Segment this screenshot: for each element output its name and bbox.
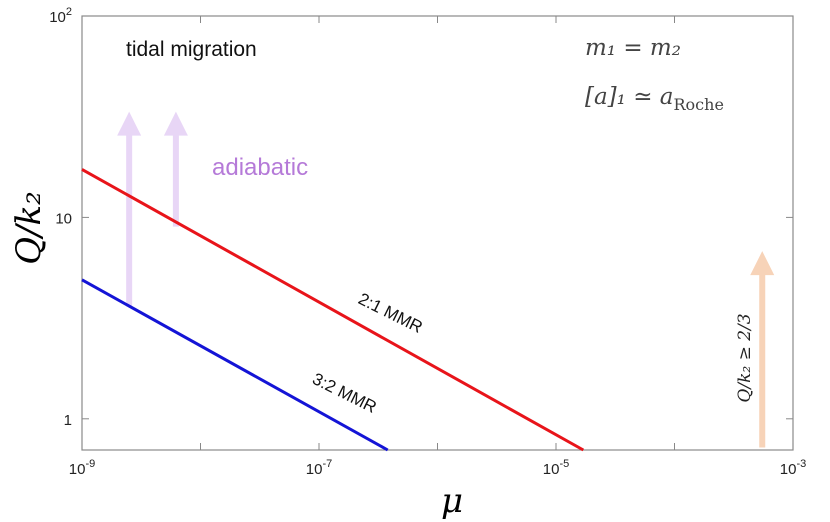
x-tick-exp: -5 — [559, 458, 569, 470]
condition-roche-label: [a]₁ ≃ aRoche — [585, 84, 724, 114]
x-tick-base: 10 — [69, 461, 86, 478]
constraint-arrow-head — [750, 251, 775, 276]
x-tick-exp: -3 — [796, 458, 806, 470]
series-label-3-2-mmr: 3:2 MMR — [309, 369, 379, 417]
constraint-label: Q/k₂ ≥ 2/3 — [735, 313, 755, 402]
series-layer — [81, 168, 585, 452]
x-tick-label: 10-9 — [69, 458, 95, 478]
series-line-1 — [81, 278, 389, 452]
adiabatic-label: adiabatic — [212, 154, 308, 181]
condition-roche-subscript: Roche — [674, 95, 724, 114]
plot-frame — [81, 15, 794, 451]
x-tick-label: 10-3 — [780, 458, 806, 478]
tidal-migration-label: tidal migration — [126, 38, 257, 61]
x-tick-label: 10-5 — [543, 458, 569, 478]
adiabatic-arrow-1-head — [117, 111, 142, 136]
y-tick-label: 1 — [64, 412, 72, 429]
x-tick-base: 10 — [780, 461, 797, 478]
y-axis-label: Q/k₂ — [9, 191, 49, 265]
arrows-layer — [117, 111, 775, 448]
x-tick-base: 10 — [543, 461, 560, 478]
x-axis-label: μ — [441, 481, 463, 521]
x-tick-label: 10-7 — [306, 458, 332, 478]
x-tick-base: 10 — [306, 461, 323, 478]
y-tick-label: 102 — [49, 6, 72, 26]
series-line-0 — [81, 168, 585, 452]
x-tick-exp: -7 — [322, 458, 332, 470]
x-tick-exp: -9 — [85, 458, 95, 470]
y-tick-label: 10 — [55, 210, 72, 227]
y-tick-base: 10 — [49, 9, 66, 26]
y-tick-exp: 2 — [66, 6, 72, 18]
condition-mass-label: m₁ = m₂ — [585, 35, 681, 61]
condition-roche-main: [a]₁ ≃ a — [585, 84, 674, 110]
adiabatic-arrow-2-head — [163, 111, 188, 136]
